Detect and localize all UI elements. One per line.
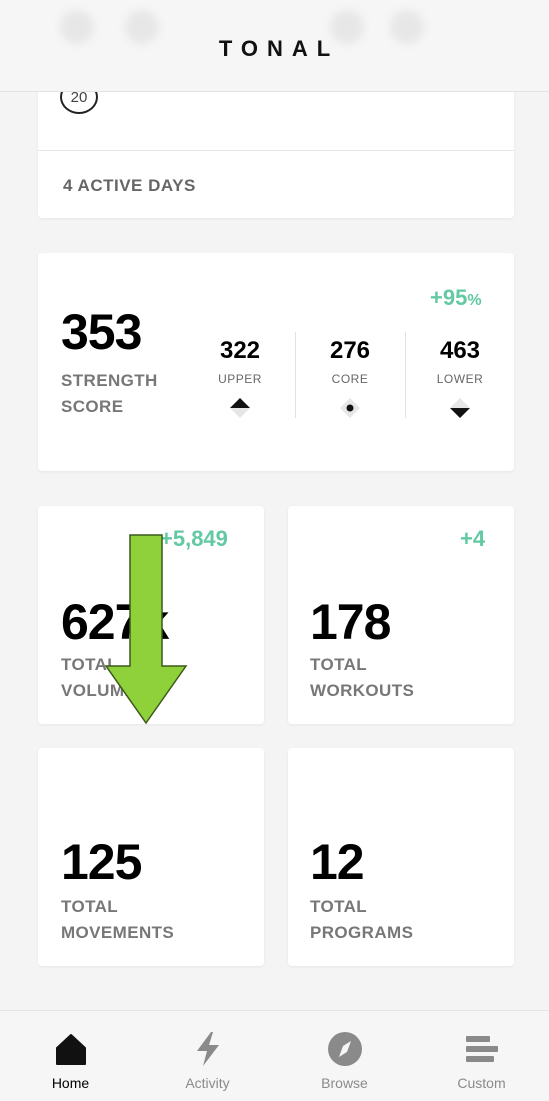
tab-label: Home <box>51 1075 90 1091</box>
home-icon <box>55 1034 86 1065</box>
tab-browse[interactable]: Browse <box>276 1011 413 1101</box>
total-movements-label: TOTAL MOVEMENTS <box>61 897 175 942</box>
tab-label: Activity <box>185 1075 230 1091</box>
tab-home[interactable]: Home <box>2 1011 139 1101</box>
down-arrow-icon <box>104 534 188 725</box>
column-divider <box>295 332 296 418</box>
blurred-icon <box>390 10 424 44</box>
lower-score-value: 463 <box>439 337 481 364</box>
tonal-logo: TONAL <box>218 36 340 61</box>
upper-region-icon <box>230 398 250 418</box>
core-score-label: CORE <box>331 372 369 386</box>
lower-score-label: LOWER <box>436 372 484 386</box>
blurred-icon <box>330 10 364 44</box>
active-days-label: 4 ACTIVE DAYS <box>63 176 196 195</box>
total-programs-value: 12 <box>310 834 365 890</box>
bottom-tab-bar: Home Activity Browse Custom <box>0 1010 549 1101</box>
app-header: TONAL <box>0 0 549 92</box>
core-region-icon <box>340 398 360 418</box>
strength-score-label: STRENGTH SCORE <box>61 371 158 416</box>
strength-score-value: 353 <box>61 304 142 360</box>
bolt-icon <box>196 1032 219 1066</box>
blurred-icon <box>60 10 94 44</box>
total-volume-label: TOTAL VOLUME <box>61 655 137 700</box>
total-programs-label: TOTAL PROGRAMS <box>310 897 414 942</box>
tab-label: Custom <box>457 1075 506 1091</box>
core-score-value: 276 <box>329 337 371 364</box>
tab-custom[interactable]: Custom <box>413 1011 549 1101</box>
strength-score-card[interactable] <box>38 253 514 471</box>
tab-activity[interactable]: Activity <box>139 1011 276 1101</box>
total-movements-value: 125 <box>61 834 142 890</box>
compass-icon <box>327 1032 362 1066</box>
strength-delta: +95% <box>430 285 482 310</box>
blurred-icon <box>125 10 159 44</box>
lower-region-icon <box>450 398 470 418</box>
bars-icon <box>465 1036 498 1062</box>
upper-score-label: UPPER <box>218 372 262 386</box>
total-workouts-value: 178 <box>310 594 391 650</box>
total-programs-card[interactable] <box>288 748 514 966</box>
tab-label: Browse <box>321 1075 368 1091</box>
total-workouts-label: TOTAL WORKOUTS <box>310 655 415 700</box>
total-movements-card[interactable] <box>38 748 264 966</box>
total-workouts-card[interactable] <box>288 506 514 724</box>
workouts-delta: +4 <box>460 526 486 551</box>
volume-delta: +5,849 <box>160 526 228 551</box>
card-divider <box>38 150 514 151</box>
column-divider <box>405 332 406 418</box>
upper-score-value: 322 <box>219 337 261 364</box>
